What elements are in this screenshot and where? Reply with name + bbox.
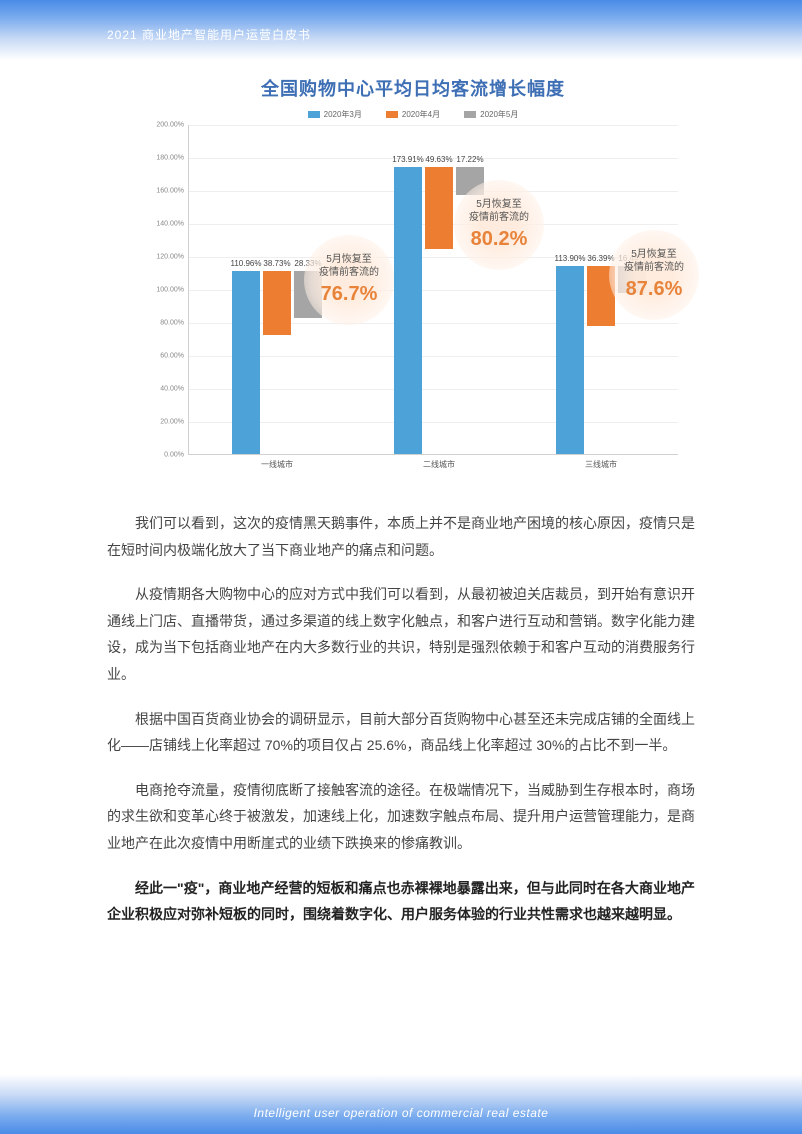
y-tick-label: 60.00% (149, 353, 184, 360)
chart-title: 全国购物中心平均日均客流增长幅度 (148, 75, 678, 101)
y-tick-label: 140.00% (149, 221, 184, 228)
legend-item: 2020年5月 (464, 109, 518, 120)
callout-line: 5月恢复至 (454, 198, 544, 211)
bar: 173.91% (394, 167, 422, 454)
y-tick-label: 100.00% (149, 287, 184, 294)
bar-value-label: 49.63% (425, 155, 452, 164)
callout-value: 87.6% (609, 276, 699, 302)
bar: 49.63% (425, 167, 453, 249)
y-tick-label: 80.00% (149, 320, 184, 327)
callout-line: 5月恢复至 (609, 248, 699, 261)
chart-container: 全国购物中心平均日均客流增长幅度 2020年3月 2020年4月 2020年5月 0… (148, 75, 678, 475)
legend-label: 2020年4月 (402, 110, 440, 119)
y-tick-label: 200.00% (149, 122, 184, 129)
legend-swatch (386, 111, 398, 118)
callout-bubble: 5月恢复至疫情前客流的 80.2% (454, 180, 544, 270)
legend-swatch (464, 111, 476, 118)
body-paragraph: 我们可以看到，这次的疫情黑天鹅事件，本质上并不是商业地产困境的核心原因，疫情只是… (107, 510, 695, 563)
bar-value-label: 17.22% (456, 155, 483, 164)
x-category-label: 二线城市 (379, 459, 499, 470)
bar-value-label: 38.73% (263, 259, 290, 268)
bar: 110.96% (232, 271, 260, 454)
callout-value: 80.2% (454, 226, 544, 252)
callout-value: 76.7% (304, 281, 394, 307)
y-tick-label: 160.00% (149, 188, 184, 195)
y-tick-label: 180.00% (149, 155, 184, 162)
bar-value-label: 173.91% (392, 155, 424, 164)
legend-item: 2020年3月 (308, 109, 362, 120)
callout-line: 5月恢复至 (304, 253, 394, 266)
y-tick-label: 20.00% (149, 419, 184, 426)
body-paragraph: 从疫情期各大购物中心的应对方式中我们可以看到，从最初被迫关店裁员，到开始有意识开… (107, 581, 695, 687)
y-tick-label: 0.00% (149, 452, 184, 459)
footer-gradient (0, 1074, 802, 1134)
legend-label: 2020年3月 (324, 110, 362, 119)
bar-value-label: 110.96% (231, 259, 262, 268)
legend-swatch (308, 111, 320, 118)
callout-line: 疫情前客流的 (454, 211, 544, 224)
callout-line: 疫情前客流的 (304, 266, 394, 279)
header-title: 2021 商业地产智能用户运营白皮书 (107, 26, 311, 43)
body-text: 我们可以看到，这次的疫情黑天鹅事件，本质上并不是商业地产困境的核心原因，疫情只是… (107, 510, 695, 946)
bar-value-label: 113.90% (555, 254, 586, 263)
bar: 113.90% (556, 266, 584, 454)
body-paragraph: 电商抢夺流量，疫情彻底断了接触客流的途径。在极端情况下，当威胁到生存根本时，商场… (107, 777, 695, 857)
legend-item: 2020年4月 (386, 109, 440, 120)
x-category-label: 一线城市 (217, 459, 337, 470)
callout-bubble: 5月恢复至疫情前客流的 87.6% (609, 230, 699, 320)
body-paragraph: 根据中国百货商业协会的调研显示，目前大部分百货购物中心甚至还未完成店铺的全面线上… (107, 706, 695, 759)
x-category-label: 三线城市 (541, 459, 661, 470)
callout-bubble: 5月恢复至疫情前客流的 76.7% (304, 235, 394, 325)
grid-line (189, 125, 678, 126)
footer-tagline: Intelligent user operation of commercial… (0, 1106, 802, 1120)
chart-legend: 2020年3月 2020年4月 2020年5月 (148, 109, 678, 120)
callout-line: 疫情前客流的 (609, 261, 699, 274)
body-paragraph: 经此一"疫"，商业地产经营的短板和痛点也赤裸裸地暴露出来，但与此同时在各大商业地… (107, 875, 695, 928)
y-tick-label: 120.00% (149, 254, 184, 261)
chart-plot: 0.00%20.00%40.00%60.00%80.00%100.00%120.… (188, 125, 678, 455)
y-tick-label: 40.00% (149, 386, 184, 393)
legend-label: 2020年5月 (480, 110, 518, 119)
bar: 38.73% (263, 271, 291, 335)
